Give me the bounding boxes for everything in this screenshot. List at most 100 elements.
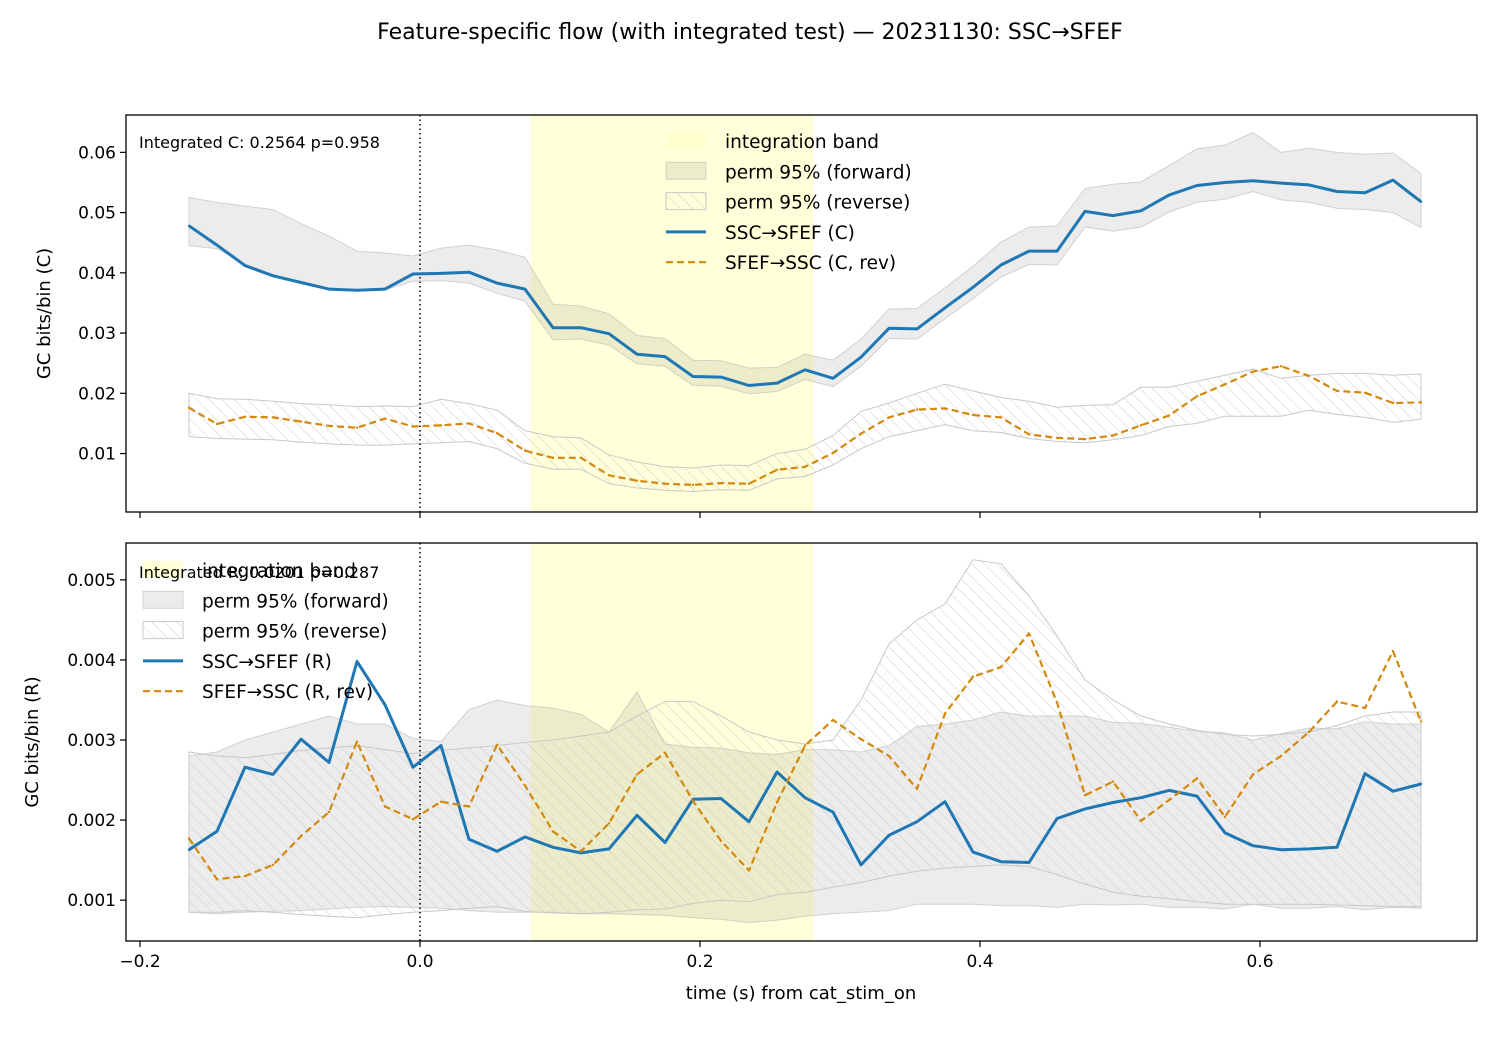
data-point-reverse xyxy=(607,474,611,477)
data-point-forward xyxy=(943,306,947,309)
data-point-reverse xyxy=(551,456,555,459)
data-point-reverse xyxy=(1139,819,1143,823)
data-point-forward xyxy=(1279,181,1283,185)
data-point-forward xyxy=(887,834,891,837)
data-point-reverse xyxy=(803,744,807,747)
data-point-reverse xyxy=(999,416,1003,419)
data-point-reverse xyxy=(915,408,919,411)
axes-frame xyxy=(125,542,1478,942)
data-point-reverse xyxy=(859,432,863,435)
data-point-forward xyxy=(1391,790,1395,793)
data-point-forward xyxy=(1111,214,1115,217)
data-point-reverse xyxy=(271,416,275,419)
data-point-reverse xyxy=(467,805,471,808)
data-point-forward xyxy=(607,332,611,335)
data-point-reverse xyxy=(971,675,975,678)
data-point-reverse xyxy=(187,406,191,409)
data-point-reverse xyxy=(1195,777,1199,780)
legend-swatch-perm-reverse xyxy=(665,192,707,211)
data-point-reverse xyxy=(215,422,219,426)
data-point-forward xyxy=(971,286,975,289)
data-point-forward xyxy=(523,835,527,839)
data-point-forward xyxy=(467,271,471,274)
data-point-forward xyxy=(1279,848,1283,851)
data-point-forward xyxy=(495,850,499,853)
data-point-reverse xyxy=(1139,424,1143,427)
data-point-reverse xyxy=(831,718,835,722)
data-point-reverse xyxy=(747,482,751,485)
data-point-forward xyxy=(1111,801,1115,804)
perm-forward-envelope xyxy=(188,131,1422,395)
data-point-reverse xyxy=(775,801,779,804)
data-point-reverse xyxy=(355,426,359,429)
data-point-reverse xyxy=(1083,794,1087,797)
data-point-reverse xyxy=(1083,437,1087,441)
data-point-forward xyxy=(215,243,219,247)
data-point-forward xyxy=(635,353,639,356)
data-point-forward xyxy=(187,848,191,851)
data-point-reverse xyxy=(635,773,639,776)
data-point-forward xyxy=(1223,181,1227,184)
y-tick-label: 0.003 xyxy=(67,731,116,751)
data-point-forward xyxy=(663,841,667,844)
data-point-reverse xyxy=(943,407,947,410)
data-point-reverse xyxy=(1363,706,1367,710)
data-point-forward xyxy=(1195,794,1199,798)
data-point-forward xyxy=(719,797,723,800)
data-point-forward xyxy=(831,810,835,814)
data-point-reverse xyxy=(299,834,303,838)
y-tick-label: 0.04 xyxy=(78,264,116,284)
data-point-reverse xyxy=(355,740,359,743)
legend-swatch-perm-forward xyxy=(142,590,184,609)
data-point-forward xyxy=(915,327,919,331)
data-point-forward xyxy=(635,814,639,817)
data-point-forward xyxy=(691,375,695,378)
data-point-forward xyxy=(1251,179,1255,182)
data-point-reverse xyxy=(299,420,303,423)
data-point-reverse xyxy=(663,482,667,485)
data-point-reverse xyxy=(1335,389,1339,393)
data-point-reverse xyxy=(1335,700,1339,703)
data-point-forward xyxy=(1251,844,1255,847)
legend-label: SFEF→SSC (C, rev) xyxy=(725,253,896,274)
data-point-reverse xyxy=(187,837,191,840)
data-point-reverse xyxy=(691,483,695,487)
data-point-forward xyxy=(747,384,751,387)
data-point-reverse xyxy=(1363,391,1367,394)
legend: integration band perm 95% (forward) perm 9… xyxy=(142,561,389,703)
data-point-forward xyxy=(439,272,443,275)
data-point-forward xyxy=(607,847,611,851)
data-point-forward xyxy=(1335,846,1339,849)
data-point-forward xyxy=(327,761,331,764)
data-point-reverse xyxy=(327,810,331,814)
legend: integration band perm 95% (forward) perm 9… xyxy=(665,132,912,274)
data-point-reverse xyxy=(1111,780,1115,783)
x-tick-label: −0.2 xyxy=(119,952,160,972)
data-point-reverse xyxy=(747,869,751,872)
integrated-test-annotation: Integrated R: 0.0201 p=0.287 xyxy=(139,563,379,582)
plot-area xyxy=(187,115,1423,512)
data-point-reverse xyxy=(439,424,443,427)
legend-label: SSC→SFEF (C) xyxy=(725,223,855,244)
data-point-reverse xyxy=(1419,401,1423,404)
data-point-forward xyxy=(1027,861,1031,864)
data-point-forward xyxy=(1083,210,1087,213)
data-point-reverse xyxy=(1167,414,1171,417)
data-point-forward xyxy=(383,703,387,706)
data-point-forward xyxy=(411,766,415,769)
data-point-forward xyxy=(803,368,807,371)
data-point-forward xyxy=(1307,847,1311,851)
data-point-reverse xyxy=(859,738,863,741)
x-tick-label: 0.0 xyxy=(406,952,433,972)
y-tick-label: 0.002 xyxy=(67,811,116,831)
data-point-reverse xyxy=(215,878,219,881)
data-point-forward xyxy=(243,766,247,769)
data-point-forward xyxy=(327,287,331,291)
data-point-reverse xyxy=(719,481,723,485)
data-point-forward xyxy=(551,326,555,329)
data-point-forward xyxy=(439,744,443,747)
data-point-forward xyxy=(495,281,499,285)
data-point-forward xyxy=(271,773,275,776)
data-point-reverse xyxy=(523,784,527,787)
